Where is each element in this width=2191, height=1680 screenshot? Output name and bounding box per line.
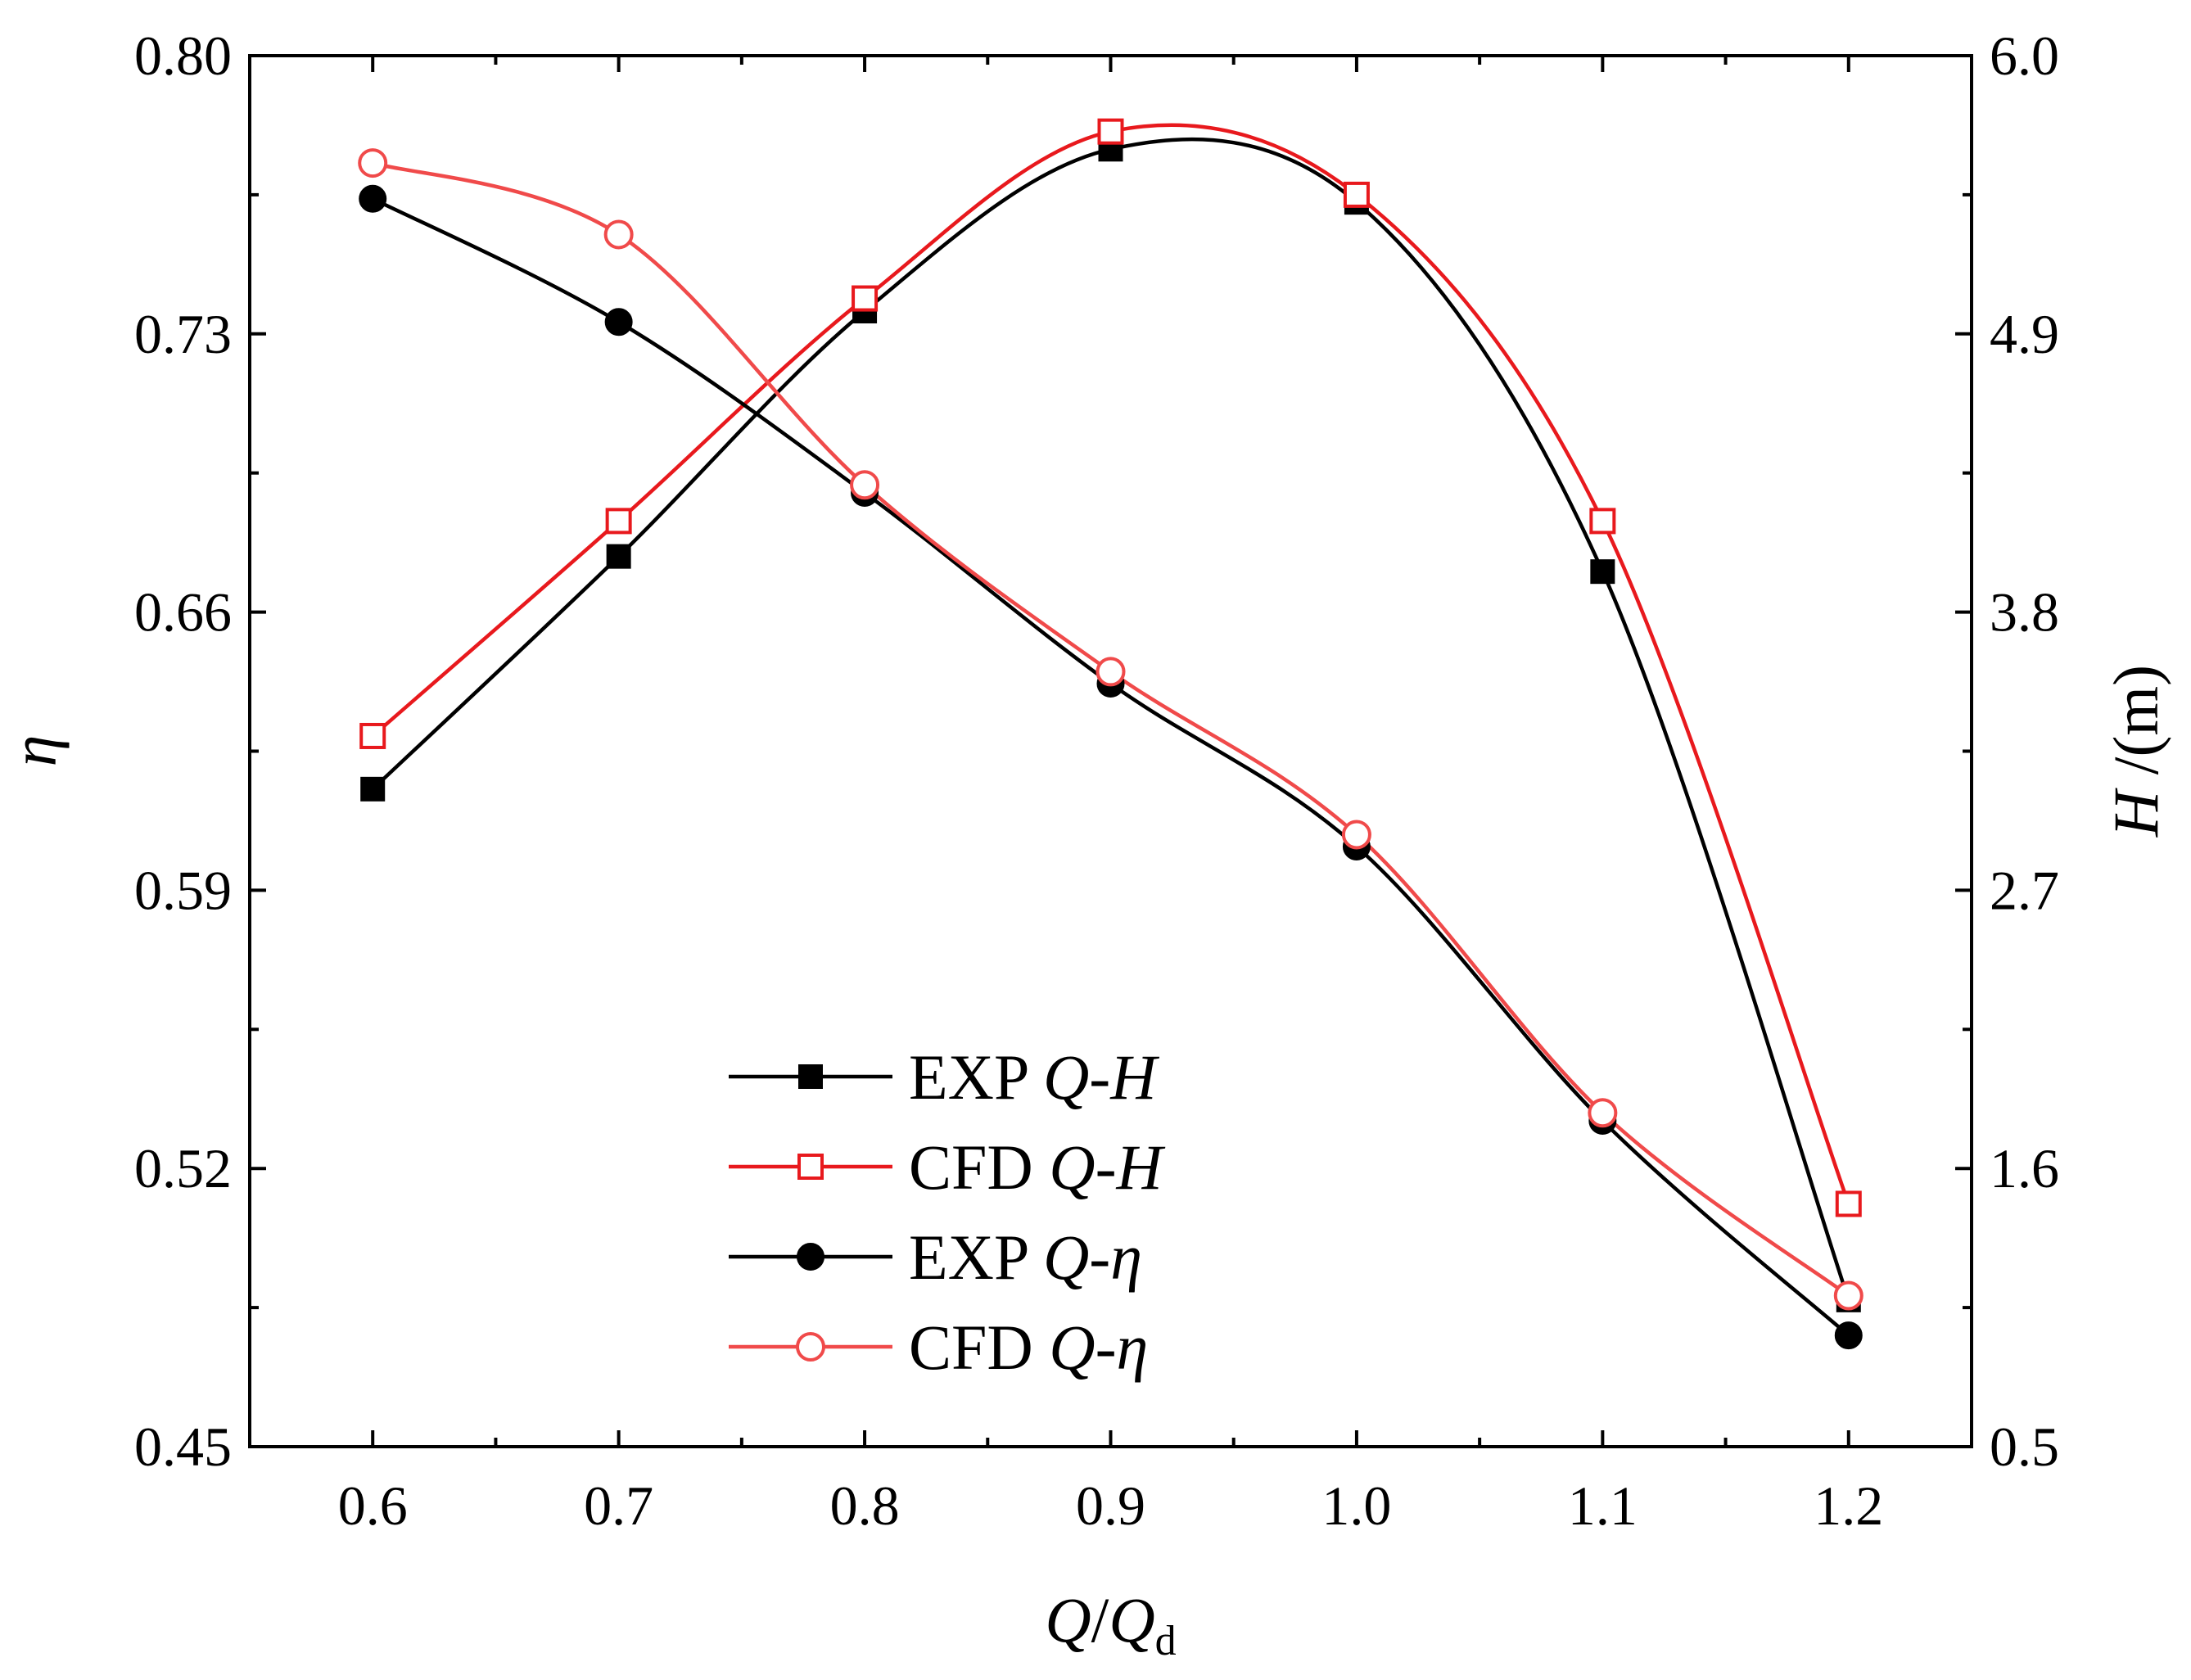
- data-point-1-0: [359, 722, 386, 749]
- y-right-axis-title-text: H /(m): [2100, 665, 2171, 838]
- y-left-axis-title-text: η: [0, 735, 70, 767]
- legend-label-prefix: CFD: [909, 1131, 1049, 1203]
- legend-marker-3: [796, 1332, 825, 1362]
- legend-label-prefix: EXP: [909, 1041, 1043, 1113]
- data-point-1-5: [1589, 508, 1616, 535]
- legend-label-0: EXP Q-H: [909, 1041, 1159, 1113]
- data-point-2-1: [604, 308, 633, 336]
- x-tick-label: 0.8: [830, 1475, 900, 1537]
- x-tick-label: 0.9: [1076, 1475, 1145, 1537]
- y-right-tick-label: 0.5: [1990, 1416, 2059, 1478]
- x-tick-label: 0.7: [584, 1475, 653, 1537]
- y-right-tick-label: 3.8: [1990, 581, 2059, 644]
- legend-label-var: Q-H: [1043, 1041, 1159, 1113]
- y-right-axis-title-unit: /(m): [2100, 665, 2171, 791]
- data-point-3-2: [850, 470, 880, 500]
- data-point-3-1: [603, 219, 634, 250]
- legend-marker-2: [797, 1243, 824, 1271]
- y-left-tick-label: 0.73: [134, 303, 232, 365]
- x-axis-title-subscript: d: [1155, 1618, 1177, 1664]
- x-axis-title-slash: /: [1091, 1584, 1109, 1655]
- data-point-3-4: [1341, 820, 1371, 850]
- data-point-1-6: [1835, 1190, 1862, 1217]
- data-point-2-6: [1834, 1321, 1863, 1350]
- series-line-3: [372, 160, 1850, 1298]
- y-left-tick-label: 0.66: [134, 581, 232, 644]
- x-tick-label: 1.2: [1814, 1475, 1883, 1537]
- y-left-tick-label: 0.52: [134, 1137, 232, 1199]
- y-right-tick-label: 6.0: [1990, 25, 2059, 87]
- legend-label-var: Q-η: [1049, 1312, 1148, 1383]
- legend-label-prefix: CFD: [909, 1312, 1049, 1383]
- x-axis-title-qd: Q: [1109, 1584, 1154, 1655]
- data-point-0-0: [360, 776, 386, 802]
- series-line-1: [371, 123, 1850, 1205]
- data-point-1-2: [852, 285, 879, 312]
- data-point-3-5: [1588, 1098, 1618, 1128]
- legend-label-1: CFD Q-H: [909, 1131, 1166, 1203]
- data-point-0-1: [606, 544, 631, 569]
- data-point-1-1: [605, 508, 632, 535]
- legend-label-var: Q-H: [1049, 1131, 1165, 1203]
- legend-label-var: Q-η: [1043, 1222, 1142, 1293]
- data-point-1-3: [1097, 118, 1124, 145]
- y-right-tick-label: 1.6: [1990, 1137, 2059, 1199]
- data-point-3-6: [1833, 1280, 1863, 1311]
- y-right-axis-title: H /(m): [2100, 665, 2171, 838]
- y-right-axis-title-var: H: [2100, 788, 2171, 838]
- legend-marker-0: [798, 1064, 823, 1089]
- data-point-3-0: [358, 148, 388, 178]
- y-left-axis-title: η: [0, 735, 70, 767]
- y-right-tick-label: 2.7: [1990, 859, 2059, 921]
- legend-label-prefix: EXP: [909, 1222, 1043, 1293]
- x-tick-label: 1.0: [1321, 1475, 1391, 1537]
- data-point-0-5: [1590, 559, 1615, 585]
- x-axis-title-q: Q: [1045, 1584, 1091, 1655]
- series-line-0: [371, 137, 1850, 1301]
- ticks-layer: 0.6 0.7 0.8 0.9 1.0 1.1 1.2 0.45 0.52 0.59 0.66 0.7…: [134, 25, 2059, 1537]
- legend-label-2: EXP Q-η: [909, 1222, 1142, 1293]
- legend-label-3: CFD Q-η: [909, 1312, 1148, 1383]
- x-tick-label: 0.6: [338, 1475, 408, 1537]
- y-left-tick-label: 0.45: [134, 1416, 232, 1478]
- y-right-tick-label: 4.9: [1990, 303, 2059, 365]
- data-point-2-0: [359, 184, 387, 213]
- data-point-1-4: [1343, 181, 1370, 208]
- y-left-tick-label: 0.80: [134, 25, 232, 87]
- legend-marker-1: [797, 1154, 824, 1180]
- points-layer: [358, 118, 1863, 1350]
- x-axis-title-text: Q/Qd: [1045, 1584, 1176, 1664]
- data-point-3-3: [1096, 657, 1126, 687]
- y-left-tick-label: 0.59: [134, 859, 232, 921]
- x-tick-label: 1.1: [1568, 1475, 1638, 1537]
- x-axis-title: Q/Qd: [1045, 1584, 1176, 1664]
